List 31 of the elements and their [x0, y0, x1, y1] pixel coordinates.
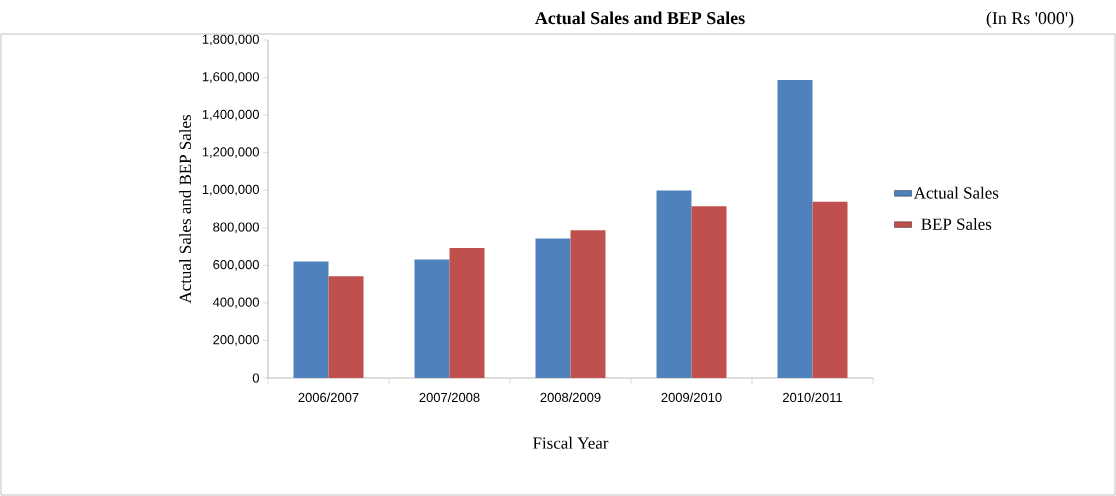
- bar: [293, 261, 329, 378]
- x-tick-label: 2007/2008: [419, 392, 480, 403]
- bar: [328, 276, 364, 378]
- chart-title: Actual Sales and BEP Sales: [535, 11, 745, 25]
- y-tick-label: 1,400,000: [202, 109, 259, 121]
- x-tick-label: 2008/2009: [540, 392, 601, 403]
- y-tick-label: 1,600,000: [202, 72, 259, 83]
- bar: [449, 248, 485, 378]
- y-axis-title: Actual Sales and BEP Sales: [179, 115, 192, 304]
- bar: [777, 79, 813, 378]
- bar: [570, 230, 606, 378]
- x-tick-label: 2010/2011: [783, 392, 842, 403]
- y-tick-label: 400,000: [212, 297, 259, 309]
- y-tick-label: 1,000,000: [202, 184, 259, 196]
- bar: [656, 190, 692, 378]
- bar: [812, 201, 848, 378]
- y-tick-label: 200,000: [213, 335, 259, 346]
- x-axis-title: Fiscal Year: [533, 436, 609, 449]
- y-tick-label: 800,000: [213, 222, 259, 234]
- y-tick-label: 1,200,000: [202, 147, 259, 159]
- legend-label: Actual Sales: [913, 186, 999, 199]
- y-tick-label: 0: [252, 373, 259, 383]
- bar: [691, 206, 727, 378]
- text: (In Rs '000'): [986, 11, 1074, 28]
- bar: [414, 259, 450, 378]
- y-tick-label: 1,800,000: [202, 34, 259, 46]
- legend-label: BEP Sales: [921, 217, 992, 230]
- x-tick-label: 2009/2010: [661, 392, 722, 403]
- bar: [535, 238, 571, 378]
- y-tick-label: 600,000: [213, 259, 259, 271]
- x-tick-label: 2006/2007: [298, 392, 359, 403]
